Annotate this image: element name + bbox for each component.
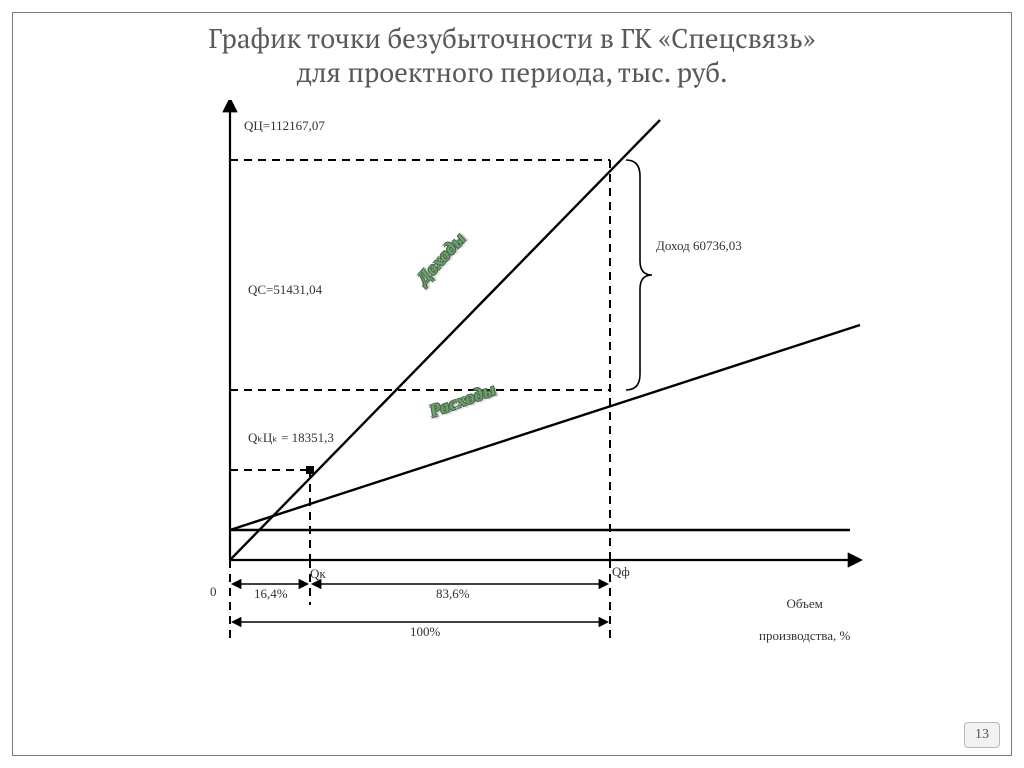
page-number-value: 13	[975, 727, 989, 743]
label-pct-total: 100%	[410, 624, 440, 640]
label-qf: Qф	[612, 564, 630, 580]
label-pct-right: 83,6%	[436, 586, 470, 602]
breakeven-chart: QЦ=112167,07 QC=51431,04 QₖЦₖ = 18351,3 …	[160, 100, 920, 660]
page-number: 13	[964, 722, 1000, 748]
x-axis-label-2: производства, %	[759, 628, 850, 643]
x-axis-label-1: Объем	[786, 596, 822, 611]
label-zero: 0	[210, 584, 217, 600]
label-qkck: QₖЦₖ = 18351,3	[248, 430, 334, 446]
title-line-1: График точки безубыточности в ГК «Спецсв…	[209, 20, 816, 56]
label-income: Доход 60736,03	[656, 238, 742, 254]
slide-title: График точки безубыточности в ГК «Спецсв…	[0, 22, 1024, 90]
chart-svg	[160, 100, 920, 660]
label-pct-left: 16,4%	[254, 586, 288, 602]
x-axis-label: Объем производства, %	[746, 580, 850, 660]
title-line-2: для проектного периода, тыс. руб.	[296, 54, 727, 90]
label-qk: Qк	[310, 566, 326, 582]
label-qc: QC=51431,04	[248, 282, 322, 298]
label-qcu: QЦ=112167,07	[244, 118, 325, 134]
